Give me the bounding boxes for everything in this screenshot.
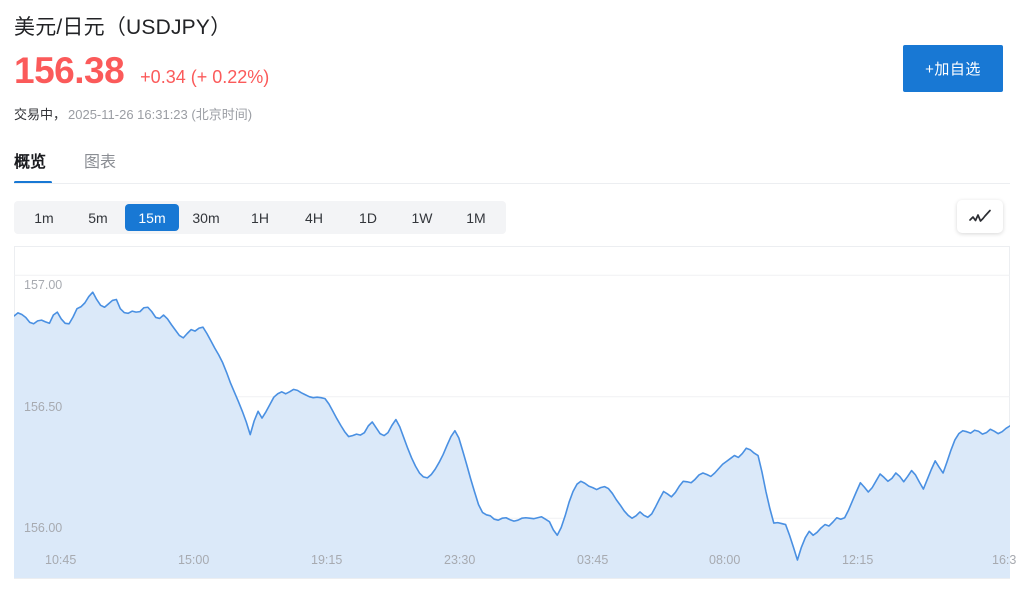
timeframe-4h[interactable]: 4H: [305, 209, 323, 226]
x-axis-tick: 23:30: [444, 553, 476, 567]
price-chart[interactable]: 157.00 156.50 156.00 10:45 15:00 19:15 23:30 0…: [14, 246, 1016, 579]
timeframe-1d[interactable]: 1D: [359, 209, 377, 226]
y-axis-tick: 156.50: [24, 399, 63, 414]
timeframe-30m[interactable]: 30m: [192, 209, 220, 226]
market-status-time: 2025-11-26 16:31:23 (北京时间): [68, 107, 253, 122]
page-title: 美元/日元（USDJPY）: [14, 16, 232, 39]
x-axis-tick: 15:00: [178, 553, 210, 567]
price-block: 156.38 +0.34 (+ 0.22%): [14, 52, 269, 89]
y-axis-tick: 157.00: [24, 278, 63, 293]
timeframe-selector: 1m 5m 15m 30m 1H 4H 1D 1W 1M: [14, 201, 506, 234]
x-axis-tick: 08:00: [709, 553, 741, 567]
tab-divider: [14, 183, 1010, 184]
last-price: 156.38: [14, 50, 125, 91]
tab-charts[interactable]: 图表: [84, 154, 117, 171]
x-axis-tick: 16:3: [992, 553, 1017, 567]
market-status: 交易中， 2025-11-26 16:31:23 (北京时间): [14, 104, 252, 123]
price-change: +0.34 (+ 0.22%): [140, 67, 270, 87]
timeframe-5m[interactable]: 5m: [88, 209, 108, 226]
tab-overview[interactable]: 概览: [14, 148, 53, 184]
market-status-state: 交易中，: [14, 107, 67, 122]
add-watchlist-button[interactable]: +加自选: [903, 45, 1003, 92]
timeframe-1h[interactable]: 1H: [251, 209, 269, 226]
timeframe-1w[interactable]: 1W: [411, 209, 433, 226]
timeframe-15m[interactable]: 15m: [125, 204, 179, 231]
x-axis-tick: 19:15: [311, 553, 343, 567]
tab-bar: 概览 图表: [14, 148, 116, 184]
x-axis-tick: 10:45: [45, 553, 77, 567]
y-axis-tick: 156.00: [24, 521, 63, 536]
x-axis-tick: 03:45: [577, 553, 609, 567]
line-chart-icon: [969, 209, 991, 222]
price-chart-svg: [14, 246, 1010, 579]
timeframe-1M[interactable]: 1M: [466, 209, 486, 226]
x-axis-tick: 12:15: [842, 553, 874, 567]
chart-type-button[interactable]: [957, 200, 1003, 233]
timeframe-1m[interactable]: 1m: [34, 209, 54, 226]
